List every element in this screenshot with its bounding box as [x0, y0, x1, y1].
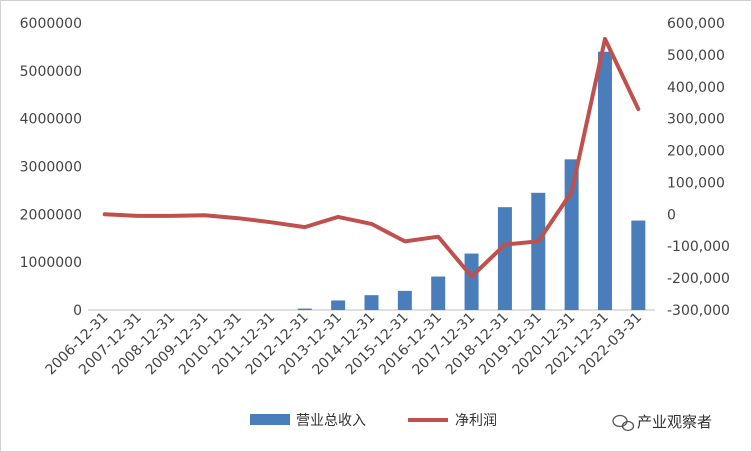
bar	[397, 290, 412, 310]
y-right-tick-label: -200,000	[667, 271, 730, 287]
bar	[331, 300, 346, 310]
legend-label-revenue: 营业总收入	[296, 413, 366, 429]
bar	[631, 220, 646, 310]
y-right-tick-label: 500,000	[667, 48, 725, 64]
bar	[364, 295, 379, 310]
right-axis: -300,000 -200,000 -100,000 0 100,000 200,000 3…	[667, 16, 730, 319]
y-left-tick-label: 3000000	[20, 160, 82, 176]
y-right-tick-label: 0	[667, 207, 676, 223]
y-left-tick-label: 4000000	[20, 112, 82, 128]
legend-label-profit: 净利润	[455, 413, 497, 429]
legend-swatch-revenue	[250, 414, 290, 425]
watermark-text: 产业观察者	[637, 413, 712, 431]
y-left-tick-label: 6000000	[20, 16, 82, 32]
bar	[497, 207, 512, 310]
y-right-tick-label: 400,000	[667, 80, 725, 96]
legend: 营业总收入 净利润	[250, 413, 497, 429]
y-right-tick-label: 600,000	[667, 16, 725, 32]
y-left-tick-label: 0	[73, 303, 82, 319]
left-axis: 0 1000000 2000000 3000000 4000000 5000000 6000…	[20, 16, 82, 319]
y-left-tick-label: 2000000	[20, 207, 82, 223]
y-right-tick-label: -100,000	[667, 239, 730, 255]
y-left-tick-label: 1000000	[20, 255, 82, 271]
y-right-tick-label: 300,000	[667, 112, 725, 128]
y-right-tick-label: -300,000	[667, 303, 730, 319]
y-left-tick-label: 5000000	[20, 64, 82, 80]
bar-series	[297, 51, 646, 310]
y-right-tick-label: 100,000	[667, 175, 725, 191]
y-right-tick-label: 200,000	[667, 144, 725, 160]
bar	[464, 253, 479, 310]
line-series	[102, 36, 641, 279]
wechat-bubble-icon	[612, 414, 635, 432]
profit-line	[102, 36, 641, 279]
bar	[597, 51, 612, 310]
bar	[297, 308, 312, 310]
bar	[531, 192, 546, 310]
watermark: 产业观察者	[612, 413, 712, 432]
bar	[431, 276, 446, 310]
bar	[564, 159, 579, 310]
